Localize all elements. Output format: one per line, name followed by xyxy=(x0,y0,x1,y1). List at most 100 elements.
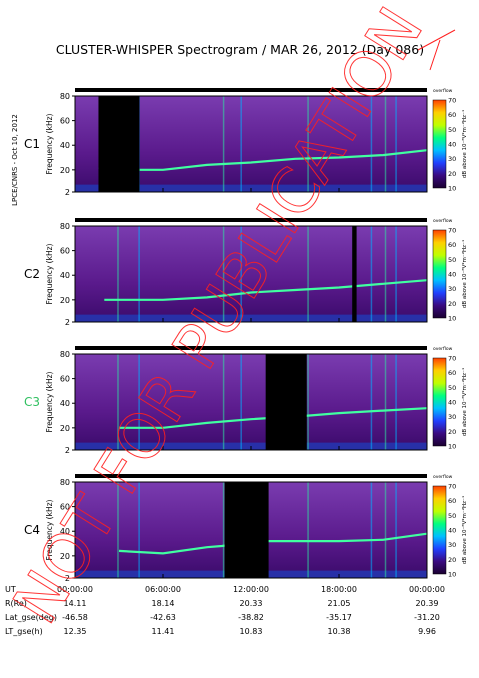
ephemeris-row-label: LT_gse(h) xyxy=(5,627,43,636)
y-tick-label: 40 xyxy=(60,271,70,280)
emission-streak xyxy=(138,354,140,450)
y-tick-label: 80 xyxy=(60,92,70,101)
y-tick-label: 80 xyxy=(60,350,70,359)
emission-streak xyxy=(117,226,119,322)
y-tick-label: 80 xyxy=(60,478,70,487)
emission-streak xyxy=(240,226,242,322)
emission-streak xyxy=(384,96,387,192)
colorbar-tick-label: 10 xyxy=(448,185,456,193)
emission-streak xyxy=(395,482,397,578)
emission-streak xyxy=(138,482,140,578)
emission-streak xyxy=(395,226,397,322)
colorbar-tick-label: 60 xyxy=(448,497,456,505)
data-gap xyxy=(265,354,307,450)
emission-streak xyxy=(395,96,397,192)
ephemeris-cell: 18:00:00 xyxy=(321,585,357,594)
y-tick-label: 2 xyxy=(65,574,70,583)
colorbar-tick-label: 30 xyxy=(448,285,456,293)
colorbar-tick-label: 30 xyxy=(448,155,456,163)
ephemeris-cell: -35.17 xyxy=(326,613,352,622)
ephemeris-row-label: UT xyxy=(5,585,16,594)
spectrogram-area xyxy=(75,226,427,322)
colorbar-tick-label: 10 xyxy=(448,571,456,579)
y-axis-label: Frequency (kHz) xyxy=(45,371,54,432)
emission-streak xyxy=(117,354,119,450)
ephemeris-cell: 00:00:00 xyxy=(57,585,93,594)
y-tick-label: 60 xyxy=(60,117,70,126)
ephemeris-cell: 21.05 xyxy=(328,599,351,608)
colorbar-tick-label: 70 xyxy=(448,483,456,491)
colorbar-tick-label: 10 xyxy=(448,443,456,451)
ephemeris-cell: -46.58 xyxy=(62,613,88,622)
colorbar xyxy=(432,357,447,447)
ephemeris-cell: 12.35 xyxy=(64,627,87,636)
emission-streak xyxy=(307,354,309,450)
colorbar-tick-label: 30 xyxy=(448,413,456,421)
emission-streak xyxy=(384,226,387,322)
colorbar-tick-label: 50 xyxy=(448,126,456,134)
ephemeris-cell: -38.82 xyxy=(238,613,264,622)
colorbar-tick-label: 40 xyxy=(448,527,456,535)
watermark-slash xyxy=(417,29,456,71)
emission-streak xyxy=(222,482,225,578)
colorbar xyxy=(432,229,447,319)
emission-streak xyxy=(240,96,242,192)
colorbar-tick-label: 60 xyxy=(448,241,456,249)
colorbar-tick-label: 10 xyxy=(448,315,456,323)
emission-streak xyxy=(384,354,387,450)
y-tick-label: 60 xyxy=(60,247,70,256)
ephemeris-cell: 00:00:00 xyxy=(409,585,445,594)
emission-streak xyxy=(384,482,387,578)
ephemeris-cell: 10.83 xyxy=(240,627,263,636)
spectrogram-area xyxy=(75,354,427,450)
emission-streak xyxy=(222,354,225,450)
colorbar-label: dB above 10⁻⁸V²m⁻²Hz⁻¹ xyxy=(461,368,468,436)
status-bar xyxy=(75,218,427,222)
panel-name: C4 xyxy=(24,523,40,537)
emission-streak xyxy=(117,482,119,578)
y-tick-label: 20 xyxy=(60,296,70,305)
ephemeris-cell: 11.41 xyxy=(152,627,175,636)
colorbar-tick-label: 30 xyxy=(448,541,456,549)
colorbar-tick-label: 40 xyxy=(448,141,456,149)
ephemeris-cell: 14.11 xyxy=(64,599,87,608)
colorbar xyxy=(432,485,447,575)
colorbar-label: dB above 10⁻⁸V²m⁻²Hz⁻¹ xyxy=(461,240,468,308)
ephemeris-cell: 9.96 xyxy=(418,627,436,636)
emission-streak xyxy=(307,226,309,322)
y-axis-label: Frequency (kHz) xyxy=(45,499,54,560)
colorbar-top-label: overflow xyxy=(433,218,453,224)
colorbar-tick-label: 60 xyxy=(448,111,456,119)
emission-streak xyxy=(370,354,373,450)
y-tick-label: 40 xyxy=(60,527,70,536)
panel-c4: 80 60 40 20 2 Frequency (kHz) C4 overflow 70 60 50… xyxy=(24,474,468,583)
status-bar xyxy=(75,474,427,478)
colorbar-tick-label: 70 xyxy=(448,97,456,105)
y-tick-label: 80 xyxy=(60,222,70,231)
colorbar-tick-label: 50 xyxy=(448,384,456,392)
emission-streak xyxy=(240,354,242,450)
data-gap xyxy=(352,226,357,322)
emission-streak xyxy=(370,226,373,322)
emission-streak xyxy=(307,96,309,192)
ephemeris-cell: 18.14 xyxy=(152,599,175,608)
emission-streak xyxy=(222,226,225,322)
ephemeris-cell: 10.38 xyxy=(328,627,351,636)
colorbar-tick-label: 50 xyxy=(448,256,456,264)
y-tick-label: 2 xyxy=(65,188,70,197)
panel-name: C3 xyxy=(24,395,40,409)
y-tick-label: 2 xyxy=(65,318,70,327)
y-tick-label: 20 xyxy=(60,552,70,561)
side-label: LPCE/CNRS - Oct 10, 2012 xyxy=(11,114,19,206)
status-bar xyxy=(75,346,427,350)
colorbar-tick-label: 40 xyxy=(448,271,456,279)
colorbar-top-label: overflow xyxy=(433,346,453,352)
ephemeris-cell: -31.20 xyxy=(414,613,440,622)
colorbar-tick-label: 70 xyxy=(448,355,456,363)
colorbar-tick-label: 20 xyxy=(448,300,456,308)
y-tick-label: 60 xyxy=(60,375,70,384)
ephemeris-cell: 20.33 xyxy=(240,599,263,608)
colorbar-tick-label: 60 xyxy=(448,369,456,377)
ephemeris-table: UT R(Re) Lat_gse(deg) LT_gse(h) 00:00:00 14.1… xyxy=(5,585,445,636)
